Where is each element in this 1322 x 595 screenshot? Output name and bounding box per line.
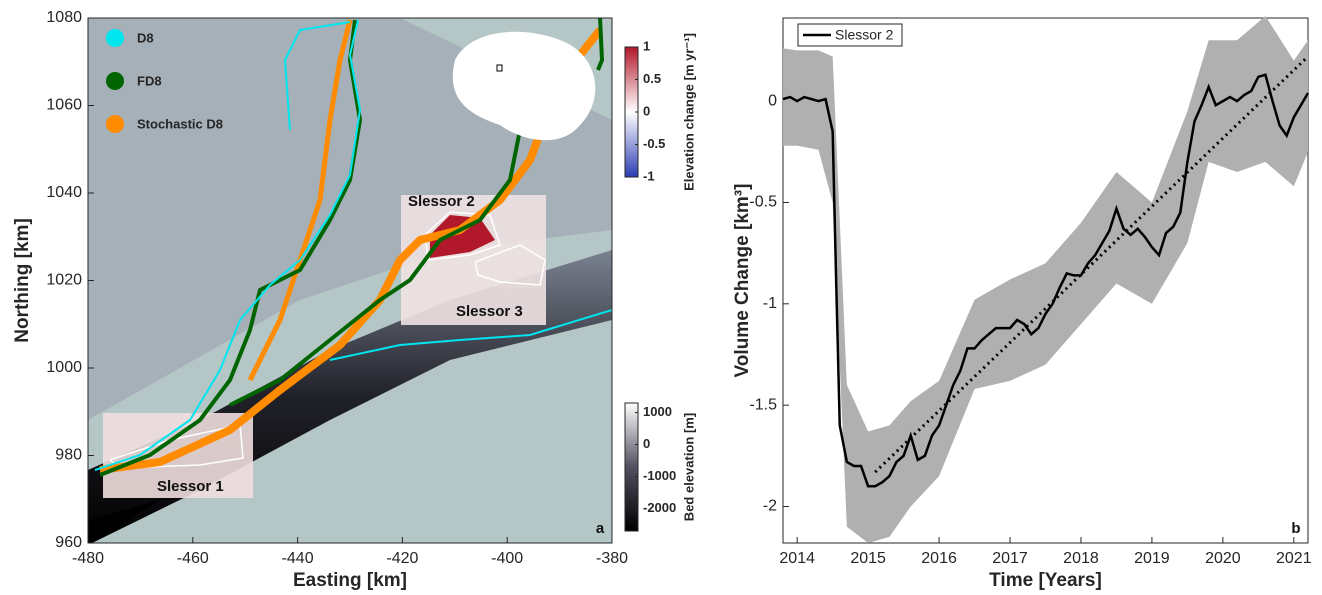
y-tick-label: 0: [768, 92, 777, 109]
x-tick-label: 2021: [1276, 550, 1312, 567]
uncertainty-band: [783, 16, 1308, 543]
y-tick-label: 1080: [46, 9, 82, 26]
legend-label: Slessor 2: [835, 27, 894, 43]
map-image: [88, 18, 612, 545]
x-tick-label: -420: [386, 550, 418, 567]
figure: -480-460-440-420-400-3809609801000102010…: [0, 0, 1322, 595]
panel-label: b: [1291, 520, 1300, 537]
x-tick-label: -380: [596, 550, 628, 567]
y-tick-label: -1.5: [749, 396, 777, 413]
x-axis-label: Easting [km]: [293, 570, 407, 591]
colorbar-tick-label: 0.5: [643, 71, 661, 86]
colorbar-tick-label: 0: [643, 436, 650, 451]
x-tick-label: 2017: [992, 550, 1028, 567]
y-axis-label: Volume Change [km³]: [732, 184, 753, 378]
y-tick-label: 1060: [46, 97, 82, 114]
colorbar: [625, 403, 638, 531]
legend-label: FD8: [137, 73, 162, 88]
y-tick-label: 1020: [46, 272, 82, 289]
y-tick-label: -0.5: [749, 194, 777, 211]
legend-marker: [106, 115, 124, 133]
region-label: Slessor 2: [408, 193, 475, 210]
x-tick-label: 2015: [850, 550, 886, 567]
x-tick-label: -400: [491, 550, 523, 567]
colorbar-label: Bed elevation [m]: [681, 413, 696, 521]
x-axis-label: Time [Years]: [989, 570, 1102, 591]
legend-label: Stochastic D8: [137, 116, 223, 131]
x-tick-label: 2016: [921, 550, 957, 567]
y-tick-label: 960: [55, 534, 82, 551]
colorbar-tick-label: -1: [643, 168, 655, 183]
y-tick-label: -2: [763, 498, 777, 515]
colorbar-tick-label: -2000: [643, 500, 676, 515]
region-label: Slessor 1: [157, 478, 224, 495]
x-tick-label: 2020: [1205, 550, 1241, 567]
y-tick-label: 980: [55, 447, 82, 464]
y-axis-label: Northing [km]: [12, 218, 33, 343]
colorbar-tick-label: 0: [643, 103, 650, 118]
y-tick-label: 1000: [46, 359, 82, 376]
colorbar-label: Elevation change [m yr⁻¹]: [681, 33, 696, 191]
legend-marker: [106, 29, 124, 47]
x-tick-label: 2018: [1063, 550, 1099, 567]
x-tick-label: -460: [177, 550, 209, 567]
y-tick-label: 1040: [46, 184, 82, 201]
region-label: Slessor 3: [456, 303, 523, 320]
y-tick-label: -1: [763, 295, 777, 312]
x-tick-label: -440: [282, 550, 314, 567]
colorbar-tick-label: 1: [643, 38, 650, 53]
legend-label: D8: [137, 30, 154, 45]
legend-marker: [106, 72, 124, 90]
colorbar-tick-label: -0.5: [643, 136, 665, 151]
x-tick-label: 2014: [779, 550, 815, 567]
x-tick-label: 2019: [1134, 550, 1170, 567]
x-tick-label: -480: [72, 550, 104, 567]
panel-label: a: [596, 520, 605, 537]
colorbar-tick-label: -1000: [643, 468, 676, 483]
colorbar-tick-label: 1000: [643, 404, 672, 419]
